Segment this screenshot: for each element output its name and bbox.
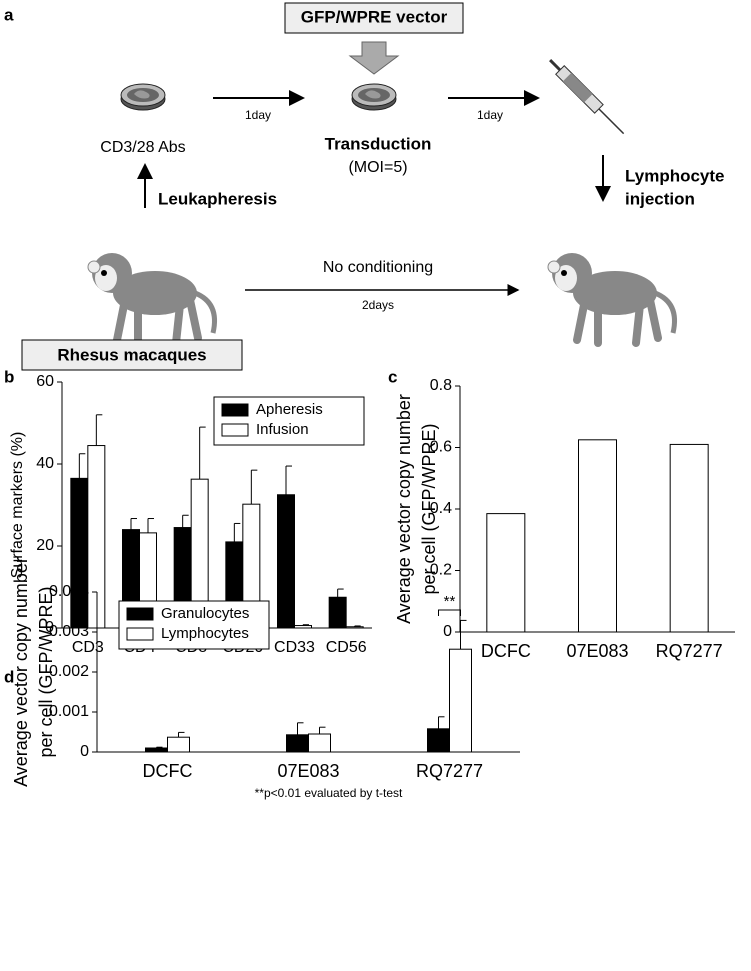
- injection-label: Lymphocyte: [625, 166, 725, 185]
- legend-swatch: [221, 403, 249, 417]
- animals-label: Rhesus macaques: [57, 345, 206, 364]
- error-bar: [147, 518, 154, 533]
- step-label: 1day: [245, 108, 271, 122]
- bar: [486, 513, 526, 633]
- panel-label: c: [388, 367, 397, 386]
- step-label: 1day: [477, 108, 503, 122]
- y-tick-label: 20: [36, 537, 54, 554]
- stimulation-label: CD3/28 Abs: [100, 139, 185, 156]
- x-tick-label: RQ7277: [656, 641, 723, 661]
- y-tick-label: 60: [36, 373, 54, 390]
- bar: [427, 728, 450, 753]
- annotation: **: [444, 593, 456, 610]
- legend-label: Lymphocytes: [161, 625, 249, 642]
- bar: [449, 648, 472, 753]
- syringe-icon: [549, 59, 625, 135]
- x-tick-label: DCFC: [143, 761, 193, 781]
- legend-label: Apheresis: [256, 401, 323, 418]
- error-bar: [438, 716, 445, 729]
- error-bar: [297, 722, 304, 735]
- error-bar: [182, 514, 189, 528]
- footnote: **p<0.01 evaluated by t-test: [255, 786, 403, 800]
- y-axis-label: per cell (GFP/WPRE): [419, 423, 439, 594]
- vector-label: GFP/WPRE vector: [301, 7, 448, 26]
- panel-label: d: [4, 667, 14, 686]
- error-bar: [78, 453, 86, 479]
- leukapheresis-label: Leukapheresis: [158, 189, 277, 208]
- error-bar: [130, 518, 137, 530]
- y-tick-label: 0.003: [49, 623, 89, 640]
- y-axis-label: per cell (GFP/WPRE): [36, 586, 56, 757]
- monkey-icon: [548, 253, 675, 343]
- animals-box: [21, 339, 243, 371]
- dish-icon: [120, 83, 166, 111]
- bar: [578, 439, 617, 633]
- bar: [286, 734, 309, 753]
- x-tick-label: CD33: [274, 639, 315, 656]
- y-tick-label: 0.004: [49, 583, 89, 600]
- x-tick-label: CD56: [326, 639, 367, 656]
- legend-swatch: [221, 423, 249, 437]
- step-label: 2days: [362, 298, 394, 312]
- error-bar: [337, 588, 344, 598]
- bar: [669, 443, 709, 633]
- y-tick-label: 0: [80, 743, 89, 760]
- error-bar: [178, 731, 185, 738]
- bar: [145, 747, 168, 753]
- y-tick-label: 0.002: [49, 663, 89, 680]
- moi-label: (MOI=5): [348, 159, 407, 176]
- panel-label: a: [4, 5, 14, 24]
- legend-swatch: [126, 607, 154, 621]
- dish-icon: [351, 83, 397, 111]
- error-bar: [199, 426, 206, 480]
- bar: [277, 494, 295, 629]
- monkey-icon: [88, 253, 215, 343]
- error-bar: [285, 465, 292, 495]
- error-bar: [250, 469, 258, 505]
- error-bar: [95, 414, 103, 446]
- legend-label: Granulocytes: [161, 605, 249, 622]
- y-tick-label: 0.001: [49, 703, 89, 720]
- bar: [70, 477, 89, 629]
- bar: [294, 625, 312, 629]
- error-bar: [354, 625, 361, 627]
- x-tick-label: CD3: [72, 639, 104, 656]
- panel-a: a GFP/WPRE vector 1day 1day CD3/28 Abs T…: [4, 2, 725, 371]
- x-tick-label: 07E083: [277, 761, 339, 781]
- legend-swatch: [126, 627, 154, 641]
- y-axis-label: Average vector copy number: [11, 557, 31, 787]
- bar: [345, 626, 364, 629]
- bar: [87, 445, 106, 629]
- transduction-label: Transduction: [325, 134, 432, 153]
- vector-arrow: [348, 41, 400, 75]
- y-tick-label: 0.6: [430, 439, 452, 456]
- panel-label: b: [4, 367, 14, 386]
- error-bar: [156, 746, 163, 748]
- significance-bracket: [438, 609, 461, 616]
- error-bar: [233, 522, 241, 542]
- legend-label: Infusion: [256, 421, 309, 438]
- y-tick-label: 0: [443, 623, 452, 640]
- x-tick-label: RQ7277: [416, 761, 483, 781]
- y-axis-label: Average vector copy number: [394, 394, 414, 624]
- y-axis-label: Surface markers (%): [9, 432, 26, 579]
- vector-box: [284, 2, 464, 34]
- error-bar: [319, 726, 326, 734]
- error-bar: [460, 619, 467, 650]
- x-tick-label: DCFC: [481, 641, 531, 661]
- x-tick-label: 07E083: [566, 641, 628, 661]
- error-bar: [302, 624, 309, 626]
- y-tick-label: 40: [36, 455, 54, 472]
- bar: [308, 733, 331, 753]
- y-tick-label: 0.2: [430, 562, 452, 579]
- bar: [167, 736, 190, 753]
- bar: [328, 596, 347, 629]
- y-tick-label: 0.8: [430, 377, 452, 394]
- y-tick-label: 0.4: [430, 500, 452, 517]
- y-tick-label: 0: [45, 619, 54, 636]
- injection-label: injection: [625, 189, 695, 208]
- conditioning-label: No conditioning: [323, 259, 433, 276]
